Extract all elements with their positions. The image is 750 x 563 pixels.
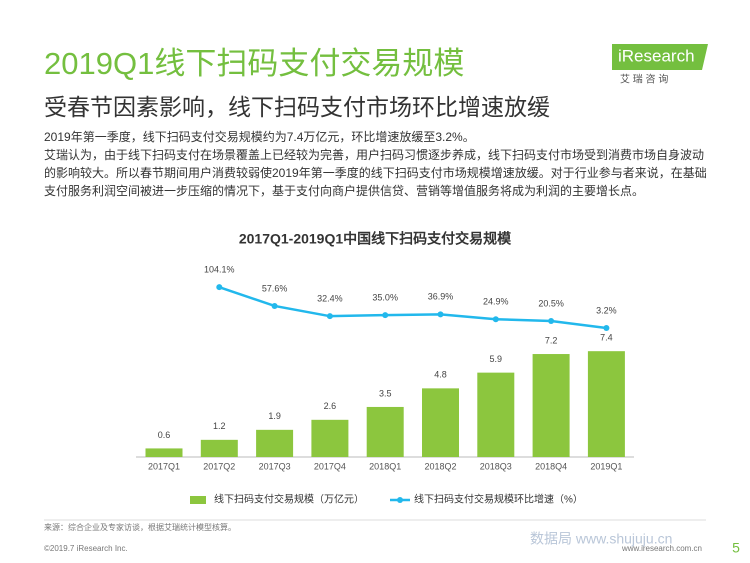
bar bbox=[200, 439, 238, 457]
line-label: 20.5% bbox=[538, 298, 564, 308]
line-label: 57.6% bbox=[262, 283, 288, 293]
page-number: 5 bbox=[732, 540, 740, 556]
bar bbox=[587, 351, 625, 457]
bar-label: 1.2 bbox=[213, 421, 226, 431]
bar-label: 4.8 bbox=[434, 370, 447, 380]
line-label: 24.9% bbox=[483, 297, 509, 307]
line-point bbox=[382, 312, 389, 319]
line-point bbox=[216, 284, 223, 291]
bar-label: 1.9 bbox=[268, 411, 281, 421]
url: www.iresearch.com.cn bbox=[621, 544, 702, 553]
watermark: 数据局 www.shujuju.cn bbox=[530, 531, 672, 547]
legend-swatch bbox=[190, 496, 206, 504]
x-tick-label: 2017Q1 bbox=[148, 461, 180, 471]
bar-label: 7.4 bbox=[600, 333, 613, 343]
bar bbox=[532, 354, 570, 457]
bar-label: 2.6 bbox=[324, 401, 337, 411]
logo-cn: 艾 瑞 咨 询 bbox=[620, 73, 668, 86]
bar bbox=[311, 419, 349, 457]
line bbox=[218, 285, 607, 330]
bar bbox=[256, 429, 294, 457]
line-point bbox=[271, 302, 278, 309]
bar bbox=[477, 372, 515, 457]
legend-marker bbox=[397, 497, 403, 503]
x-tick-label: 2019Q1 bbox=[590, 461, 622, 471]
line-point bbox=[548, 317, 555, 324]
logo-text: iResearch bbox=[618, 46, 695, 65]
text-block: 2019年第一季度，线下扫码支付交易规模约为7.4万亿元，环比增速放缓至3.2%… bbox=[44, 128, 714, 200]
bar-label: 5.9 bbox=[490, 354, 503, 364]
paragraph: 艾瑞认为，由于线下扫码支付在场景覆盖上已经较为完善，用户扫码习惯逐步养成，线下扫… bbox=[44, 148, 707, 198]
line-label: 104.1% bbox=[204, 265, 235, 275]
line-label: 36.9% bbox=[428, 292, 454, 302]
x-tick-label: 2017Q3 bbox=[259, 461, 291, 471]
line-point bbox=[437, 311, 444, 318]
line-label: 32.4% bbox=[317, 294, 343, 304]
bar-label: 7.2 bbox=[545, 335, 558, 345]
line-point bbox=[492, 316, 499, 323]
bar bbox=[145, 448, 183, 457]
x-tick-label: 2018Q3 bbox=[480, 461, 512, 471]
line-point bbox=[326, 313, 333, 320]
source: 来源：综合企业及专家访谈，根据艾瑞统计模型核算。 bbox=[44, 522, 236, 532]
line-point bbox=[603, 325, 610, 332]
chart-title: 2017Q1-2019Q1中国线下扫码支付交易规模 bbox=[239, 231, 512, 247]
logo-shape bbox=[612, 44, 708, 70]
bar-label: 0.6 bbox=[158, 430, 171, 440]
bar bbox=[422, 388, 459, 457]
bar bbox=[366, 406, 404, 457]
subtitle: 受春节因素影响，线下扫码支付市场环比增速放缓 bbox=[44, 94, 550, 120]
line-label: 35.0% bbox=[372, 293, 398, 303]
copyright: ©2019.7 iResearch Inc. bbox=[44, 544, 128, 553]
paragraph: 2019年第一季度，线下扫码支付交易规模约为7.4万亿元，环比增速放缓至3.2%… bbox=[44, 130, 475, 144]
bar-label: 3.5 bbox=[379, 388, 392, 398]
x-tick-label: 2018Q4 bbox=[535, 461, 567, 471]
legend-label: 线下扫码支付交易规模（万亿元） bbox=[214, 493, 364, 506]
line-label: 3.2% bbox=[596, 305, 617, 315]
x-tick-label: 2017Q4 bbox=[314, 461, 346, 471]
x-tick-label: 2018Q1 bbox=[369, 461, 401, 471]
x-tick-label: 2017Q2 bbox=[203, 461, 235, 471]
title: 2019Q1线下扫码支付交易规模 bbox=[44, 46, 465, 81]
legend-label: 线下扫码支付交易规模环比增速（%） bbox=[414, 493, 583, 506]
x-tick-label: 2018Q2 bbox=[424, 461, 456, 471]
